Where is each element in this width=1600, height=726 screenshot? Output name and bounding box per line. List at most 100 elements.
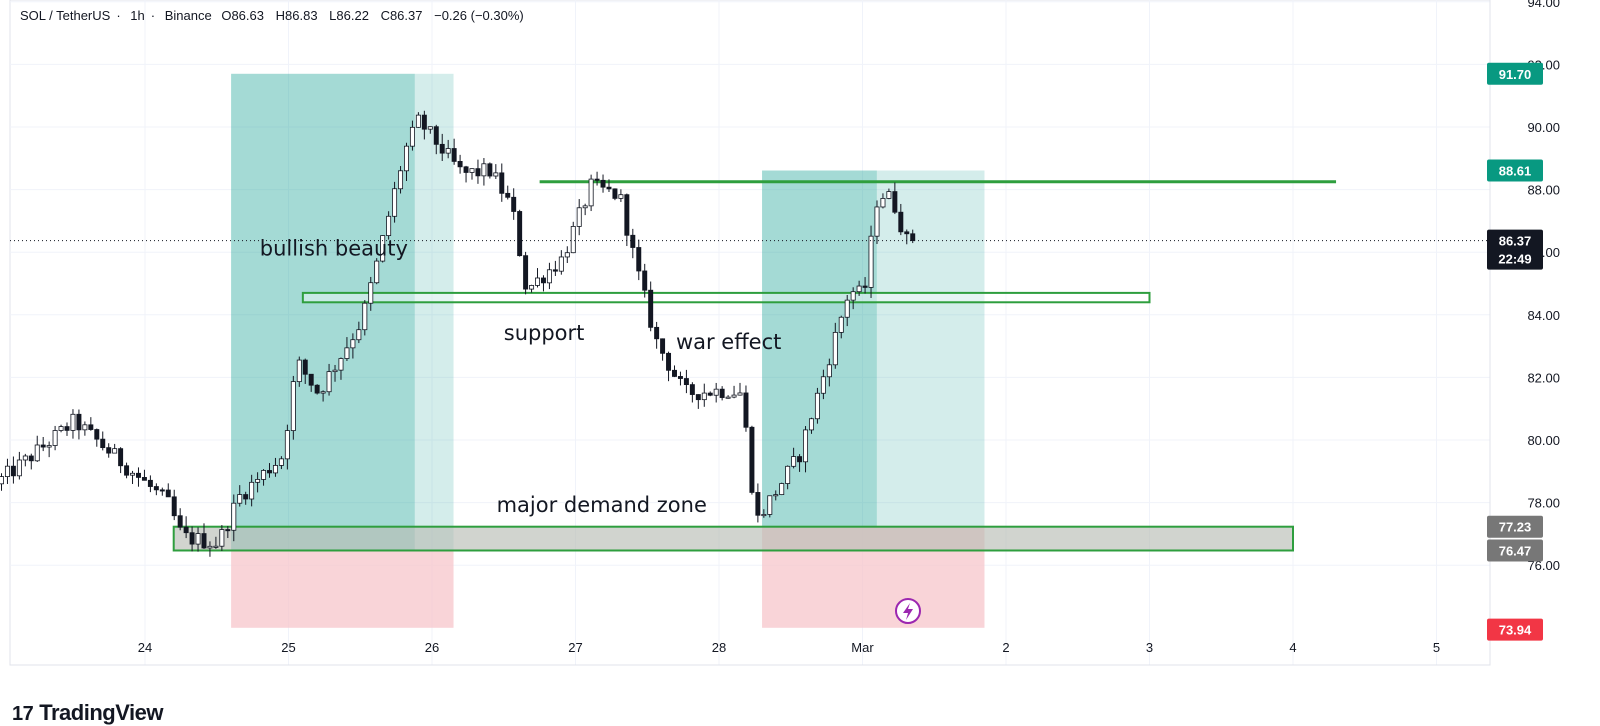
- candle: [481, 163, 487, 177]
- price-tag-88-61[interactable]: 88.61: [1487, 159, 1543, 182]
- candle: [892, 191, 898, 213]
- candle: [475, 168, 481, 177]
- candle: [76, 413, 82, 431]
- candle: [749, 426, 755, 493]
- candle: [255, 479, 261, 483]
- candle: [392, 188, 398, 217]
- candle: [445, 148, 451, 154]
- candle: [213, 545, 219, 548]
- candle: [380, 235, 386, 262]
- x-tick-label: 24: [138, 640, 152, 655]
- candle: [779, 483, 785, 496]
- candle: [737, 392, 743, 396]
- candle: [278, 458, 284, 466]
- candle: [540, 277, 546, 284]
- candle: [433, 126, 439, 145]
- candle: [22, 455, 28, 461]
- price-tag-91-70[interactable]: 91.70: [1487, 62, 1543, 85]
- candle: [284, 430, 290, 460]
- candle: [52, 430, 58, 446]
- support-label[interactable]: support: [504, 321, 585, 345]
- candle: [165, 489, 171, 498]
- candle: [529, 285, 535, 290]
- candle: [856, 285, 862, 293]
- lightning-icon[interactable]: [895, 598, 921, 624]
- high-value: H86.83: [275, 8, 318, 23]
- candle: [814, 392, 820, 420]
- candle: [797, 456, 803, 463]
- candle: [58, 426, 64, 431]
- candle: [511, 196, 517, 212]
- candle: [398, 170, 404, 190]
- candles: [0, 110, 916, 557]
- candle: [588, 178, 594, 207]
- candle: [701, 392, 707, 401]
- price-tag-73-94[interactable]: 73.94: [1487, 618, 1543, 641]
- major-demand-zone[interactable]: [172, 525, 1295, 552]
- candle: [910, 233, 916, 242]
- candle: [177, 515, 183, 528]
- candle: [630, 234, 636, 248]
- long-position-2-profit-remaining[interactable]: [876, 170, 985, 528]
- svg-text:22:49: 22:49: [1498, 252, 1531, 267]
- candle: [195, 533, 201, 545]
- candle: [886, 191, 892, 199]
- y-tick-label: 80.00: [1527, 433, 1560, 448]
- candle: [719, 388, 725, 398]
- candle: [225, 529, 231, 532]
- symbol-name[interactable]: SOL / TetherUS: [20, 8, 111, 23]
- candle: [517, 211, 523, 257]
- interval[interactable]: 1h: [130, 8, 145, 23]
- candle: [350, 339, 356, 349]
- candle: [70, 413, 76, 431]
- major-demand-zone-label[interactable]: major demand zone: [497, 493, 707, 517]
- candle: [296, 359, 302, 383]
- candle: [106, 447, 112, 454]
- x-tick-label: Mar: [851, 640, 874, 655]
- candle: [0, 476, 4, 485]
- candle: [826, 364, 832, 378]
- candle: [320, 391, 326, 394]
- candle: [344, 347, 350, 359]
- candle: [427, 126, 433, 130]
- candle: [820, 376, 826, 394]
- x-tick-label: 28: [712, 640, 726, 655]
- candle: [290, 381, 296, 432]
- tradingview-logo-icon: 17: [12, 703, 34, 725]
- long-position-2-profit-filled[interactable]: [762, 170, 877, 528]
- x-tick-label: 5: [1433, 640, 1440, 655]
- candle: [576, 207, 582, 227]
- price-tag-76-47[interactable]: 76.47: [1487, 539, 1543, 562]
- candle: [713, 388, 719, 396]
- candle: [594, 178, 600, 181]
- candle: [761, 514, 767, 517]
- y-tick-label: 88.00: [1527, 183, 1560, 198]
- candle: [457, 161, 463, 168]
- bullish-beauty-label[interactable]: bullish beauty: [260, 236, 408, 260]
- candle: [844, 299, 850, 318]
- support-zone[interactable]: [301, 291, 1151, 304]
- price-tag-current[interactable]: 86.37 22:49: [1487, 229, 1543, 270]
- candle: [451, 148, 457, 162]
- war-effect-label[interactable]: war effect: [676, 330, 781, 354]
- candle: [332, 369, 338, 373]
- candle: [469, 168, 475, 173]
- candle: [308, 373, 314, 386]
- candle: [654, 326, 660, 340]
- candle: [463, 166, 469, 173]
- candle: [570, 226, 576, 254]
- y-tick-label: 78.00: [1527, 496, 1560, 511]
- candle: [82, 424, 88, 431]
- candle: [791, 456, 797, 467]
- candle: [302, 359, 308, 375]
- x-tick-label: 26: [425, 640, 439, 655]
- candle: [368, 282, 374, 304]
- price-tag-77-23[interactable]: 77.23: [1487, 515, 1543, 538]
- candle: [624, 194, 630, 236]
- candle: [374, 260, 380, 284]
- long-position-1-profit-filled[interactable]: [231, 73, 415, 550]
- exchange: Binance: [164, 8, 212, 23]
- tradingview-logo[interactable]: 17 TradingView: [12, 700, 163, 726]
- long-position-1-stop-zone[interactable]: [231, 549, 454, 628]
